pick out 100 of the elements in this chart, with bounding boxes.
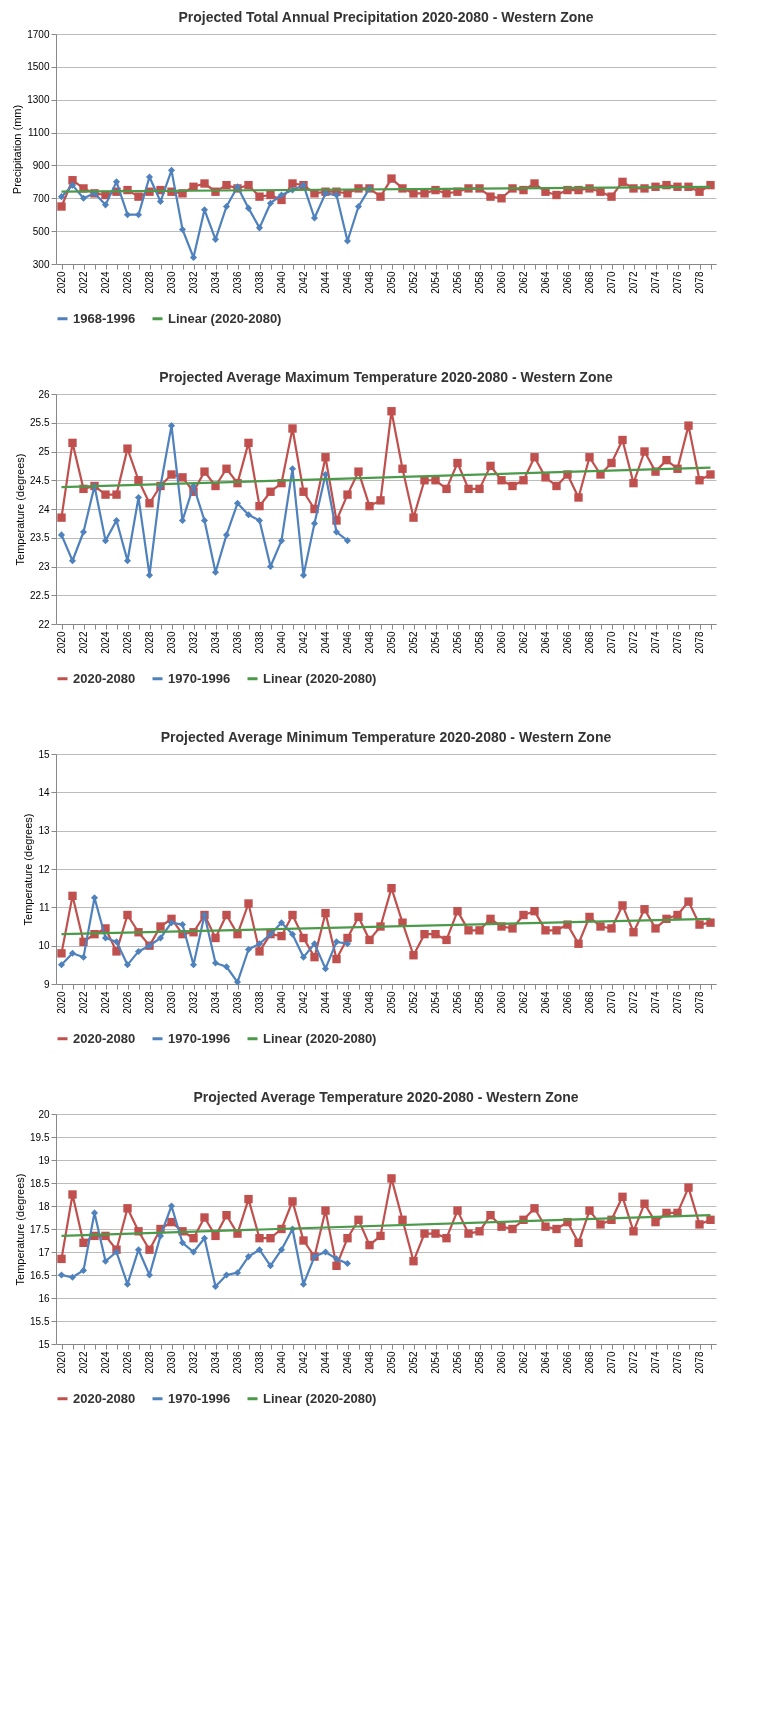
- x-tick-label: 2046: [342, 1351, 353, 1374]
- legend-label: 1970-1996: [168, 1030, 231, 1046]
- x-tick-label: 2032: [188, 271, 199, 294]
- y-tick-label: 19: [38, 1154, 50, 1166]
- x-tick-label: 2034: [210, 991, 221, 1014]
- chart-title: Projected Total Annual Precipitation 2020-2080 - Western Zone: [178, 9, 594, 25]
- chart-title: Projected Average Minimum Temperature 2020-2080 - Western Zone: [160, 729, 612, 745]
- x-tick-label: 2048: [364, 631, 375, 654]
- x-tick-label: 2022: [78, 271, 89, 294]
- x-tick-label: 2040: [276, 991, 287, 1014]
- x-tick-label: 2066: [562, 991, 573, 1014]
- y-tick-label: 1300: [27, 94, 50, 106]
- y-tick-label: 15: [38, 1338, 50, 1350]
- y-tick-label: 25: [38, 446, 50, 457]
- x-tick-label: 2020: [56, 991, 67, 1014]
- x-tick-label: 2070: [606, 631, 617, 654]
- x-tick-label: 2030: [166, 631, 177, 654]
- x-tick-label: 2040: [276, 1351, 287, 1374]
- chart-title: Projected Average Temperature 2020-2080 - Western Zone: [193, 1089, 579, 1105]
- x-tick-label: 2044: [320, 1351, 331, 1374]
- x-tick-label: 2020: [56, 631, 67, 654]
- x-tick-label: 2034: [210, 271, 221, 294]
- x-tick-label: 2070: [606, 991, 617, 1014]
- x-tick-label: 2034: [210, 631, 221, 654]
- x-tick-label: 2054: [430, 271, 441, 294]
- x-tick-label: 2042: [298, 991, 309, 1014]
- x-tick-label: 2066: [562, 271, 573, 294]
- x-tick-label: 2058: [474, 991, 485, 1014]
- y-tick-label: 26: [38, 388, 50, 400]
- x-tick-label: 2038: [254, 271, 265, 294]
- x-tick-label: 2062: [518, 271, 529, 294]
- x-tick-label: 2048: [364, 271, 375, 294]
- y-tick-label: 23: [38, 561, 50, 572]
- x-tick-label: 2042: [298, 271, 309, 294]
- x-tick-label: 2020: [56, 1351, 67, 1374]
- x-tick-label: 2056: [452, 1351, 463, 1374]
- x-tick-label: 2028: [144, 991, 155, 1014]
- x-tick-label: 2042: [298, 631, 309, 654]
- y-tick-label: 1500: [27, 61, 50, 73]
- x-tick-label: 2054: [430, 991, 441, 1014]
- y-tick-label: 18: [38, 1200, 50, 1212]
- x-tick-label: 2070: [606, 1351, 617, 1374]
- x-tick-label: 2052: [408, 631, 419, 654]
- x-tick-label: 2022: [78, 631, 89, 654]
- y-axis-title: Precipitation (mm): [11, 104, 24, 195]
- x-tick-label: 2054: [430, 631, 441, 654]
- x-tick-label: 2076: [672, 631, 683, 654]
- x-tick-label: 2052: [408, 271, 419, 294]
- x-tick-label: 2038: [254, 1351, 265, 1374]
- x-tick-label: 2044: [320, 631, 331, 654]
- legend-label: 1970-1996: [168, 670, 231, 686]
- x-tick-label: 2072: [628, 1351, 639, 1374]
- x-tick-label: 2052: [408, 1351, 419, 1374]
- x-tick-label: 2078: [694, 631, 705, 654]
- x-tick-label: 2030: [166, 1351, 177, 1374]
- x-tick-label: 2064: [540, 1351, 551, 1374]
- y-tick-label: 900: [32, 159, 50, 171]
- y-tick-label: 9: [43, 978, 50, 990]
- x-tick-label: 2026: [122, 271, 133, 294]
- y-tick-label: 15.5: [30, 1315, 50, 1327]
- y-tick-label: 24.5: [30, 474, 50, 486]
- x-tick-label: 2072: [628, 271, 639, 294]
- y-tick-label: 13: [38, 825, 50, 837]
- x-tick-label: 2036: [232, 991, 243, 1014]
- legend-label: Linear (2020-2080): [263, 670, 377, 686]
- x-tick-label: 2022: [78, 1351, 89, 1374]
- x-tick-label: 2050: [386, 1351, 397, 1374]
- x-tick-label: 2034: [210, 1351, 221, 1374]
- x-tick-label: 2074: [650, 271, 661, 294]
- x-tick-label: 2068: [584, 1351, 595, 1374]
- x-tick-label: 2064: [540, 991, 551, 1014]
- y-tick-label: 23.5: [30, 532, 50, 544]
- x-tick-label: 2050: [386, 631, 397, 654]
- x-tick-label: 2024: [100, 631, 111, 654]
- x-tick-label: 2074: [650, 1351, 661, 1374]
- x-tick-label: 2048: [364, 1351, 375, 1374]
- x-tick-label: 2066: [562, 1351, 573, 1374]
- x-tick-label: 2038: [254, 991, 265, 1014]
- y-tick-label: 15: [38, 748, 50, 760]
- y-tick-label: 11: [39, 901, 50, 913]
- x-tick-label: 2026: [122, 991, 133, 1014]
- x-tick-label: 2046: [342, 631, 353, 654]
- x-tick-label: 2024: [100, 1351, 111, 1374]
- y-tick-label: 1700: [27, 28, 50, 40]
- x-tick-label: 2022: [78, 991, 89, 1014]
- y-tick-label: 700: [32, 192, 50, 204]
- x-tick-label: 2070: [606, 271, 617, 294]
- y-tick-label: 19.5: [30, 1131, 50, 1143]
- x-tick-label: 2058: [474, 271, 485, 294]
- y-axis-title: Temperature (degrees): [14, 453, 27, 566]
- x-tick-label: 2048: [364, 991, 375, 1014]
- y-tick-label: 10: [38, 940, 50, 952]
- x-tick-label: 2056: [452, 991, 463, 1014]
- x-tick-label: 2068: [584, 991, 595, 1014]
- x-tick-label: 2026: [122, 1351, 133, 1374]
- x-tick-label: 2068: [584, 631, 595, 654]
- x-tick-label: 2058: [474, 631, 485, 654]
- legend-label: Linear (2020-2080): [263, 1390, 377, 1406]
- x-tick-label: 2074: [650, 631, 661, 654]
- y-tick-label: 22.5: [30, 589, 50, 601]
